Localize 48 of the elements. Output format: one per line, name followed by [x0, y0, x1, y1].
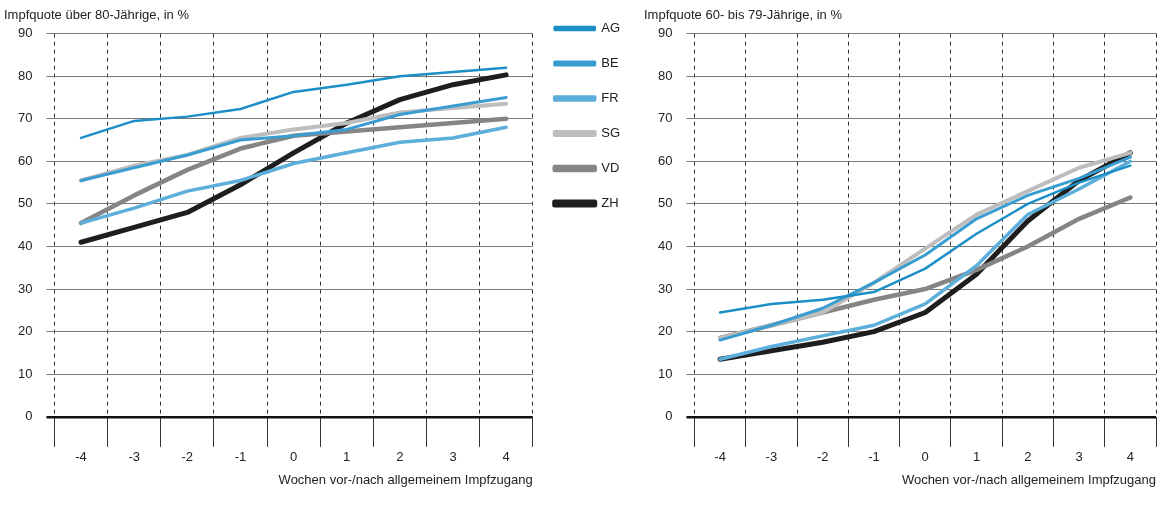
- x-tick-label: 2: [396, 449, 404, 465]
- x-tick-label: -4: [75, 449, 87, 465]
- legend-label: VD: [601, 160, 620, 176]
- y-tick-label: 70: [17, 110, 33, 126]
- x-tick-label: 1: [972, 449, 981, 465]
- x-tick-label: -2: [181, 449, 194, 465]
- x-tick-label: 4: [1126, 449, 1134, 465]
- y-tick-label: 10: [657, 365, 673, 381]
- legend-label: AG: [601, 20, 621, 36]
- x-tick-label: -1: [868, 449, 880, 465]
- chart-title: Impfquote 60- bis 79-Jährige, in %: [644, 7, 843, 23]
- x-tick-label: 2: [1024, 449, 1032, 465]
- y-tick-label: 60: [657, 152, 673, 168]
- chart-title: Impfquote über 80-Jährige, in %: [4, 7, 190, 23]
- y-tick-label: 40: [657, 238, 673, 254]
- x-tick-label: 0: [289, 449, 298, 465]
- legend-label: FR: [601, 90, 619, 106]
- x-tick-label: -3: [765, 449, 778, 465]
- x-tick-label: -2: [816, 449, 829, 465]
- x-tick-label: 1: [343, 449, 351, 465]
- y-tick-label: 90: [17, 25, 33, 41]
- y-tick-label: 20: [657, 323, 673, 339]
- x-tick-label: -4: [714, 449, 726, 465]
- y-tick-label: 30: [657, 280, 673, 296]
- x-tick-label: -3: [128, 449, 140, 465]
- x-axis-title: Wochen vor-/nach allgemeinem Impfzugang: [901, 471, 1156, 487]
- x-tick-label: 3: [449, 449, 457, 465]
- y-tick-label: 0: [25, 408, 33, 424]
- y-tick-label: 70: [657, 110, 673, 126]
- y-tick-label: 50: [657, 195, 673, 211]
- y-tick-label: 30: [17, 280, 33, 296]
- y-tick-label: 80: [17, 67, 33, 83]
- y-tick-label: 10: [17, 365, 33, 381]
- legend-label: ZH: [601, 195, 619, 211]
- y-tick-label: 90: [657, 25, 673, 41]
- y-tick-label: 60: [17, 152, 33, 168]
- y-tick-label: 0: [665, 408, 673, 424]
- y-tick-label: 50: [17, 195, 33, 211]
- x-tick-label: 0: [921, 449, 929, 465]
- x-axis-title: Wochen vor-/nach allgemeinem Impfzugang: [278, 471, 533, 487]
- legend-label: BE: [601, 55, 619, 71]
- y-tick-label: 20: [17, 323, 33, 339]
- y-tick-label: 80: [657, 67, 673, 83]
- x-tick-label: -1: [234, 449, 247, 465]
- y-tick-label: 40: [17, 238, 33, 254]
- x-tick-label: 4: [502, 449, 510, 465]
- x-tick-label: 3: [1075, 449, 1083, 465]
- legend-label: SG: [601, 125, 621, 141]
